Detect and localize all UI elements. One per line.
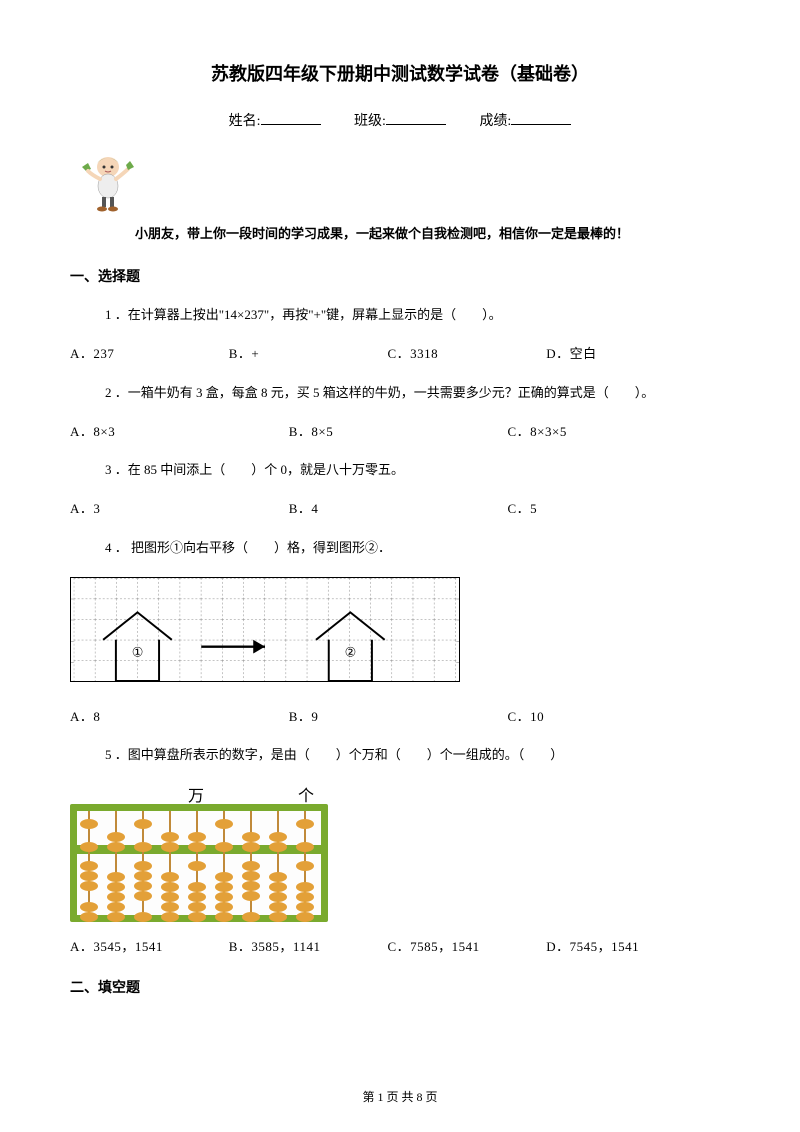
q2-options: A．8×3 B．8×5 C．8×3×5: [70, 422, 730, 443]
q1-opt-c[interactable]: C．3318: [388, 344, 543, 365]
q2-text: 2 ．一箱牛奶有 3 盒，每盒 8 元，买 5 箱这样的牛奶，一共需要多少元？正…: [105, 383, 730, 404]
abacus-rod: [196, 811, 198, 915]
name-label: 姓名:: [229, 114, 261, 129]
abacus-bead: [134, 912, 152, 922]
class-blank[interactable]: [386, 124, 446, 125]
q5-options: A．3545，1541 B．3585，1141 C．7585，1541 D．75…: [70, 937, 730, 958]
q4-options: A．8 B．9 C．10: [70, 707, 730, 728]
q4-opt-c[interactable]: C．10: [508, 707, 723, 728]
q1-options: A．237 B．+ C．3318 D．空白: [70, 344, 730, 365]
q5-opt-c[interactable]: C．7585，1541: [388, 937, 543, 958]
class-label: 班级:: [354, 114, 386, 129]
q4-figure: ① ②: [70, 577, 730, 689]
abacus-rod: [88, 811, 90, 915]
q2-opt-a[interactable]: A．8×3: [70, 422, 285, 443]
abacus-bead: [296, 912, 314, 922]
q3-text: 3 ．在 85 中间添上（ ）个 0，就是八十万零五。: [105, 460, 730, 481]
score-label: 成绩:: [479, 114, 511, 129]
page-title: 苏教版四年级下册期中测试数学试卷（基础卷）: [70, 60, 730, 89]
q2-opt-c[interactable]: C．8×3×5: [508, 422, 723, 443]
q4-opt-b[interactable]: B．9: [289, 707, 504, 728]
abacus-rod: [277, 811, 279, 915]
abacus-rod: [169, 811, 171, 915]
score-blank[interactable]: [511, 124, 571, 125]
q1-opt-a[interactable]: A．237: [70, 344, 225, 365]
grid-svg: ① ②: [70, 577, 460, 682]
abacus-bead: [269, 912, 287, 922]
section-2-heading: 二、填空题: [70, 976, 730, 998]
page-footer: 第 1 页 共 8 页: [0, 1088, 800, 1107]
abacus-bead: [215, 912, 233, 922]
q5-text: 5 ．图中算盘所表示的数字，是由（ ）个万和（ ）个一组成的。（ ）: [105, 745, 730, 766]
abacus-bead: [107, 912, 125, 922]
q1-text: 1 ．在计算器上按出"14×237"，再按"+"键，屏幕上显示的是（ ）。: [105, 305, 730, 326]
q3-opt-a[interactable]: A．3: [70, 499, 285, 520]
q3-opt-c[interactable]: C．5: [508, 499, 723, 520]
q3-opt-b[interactable]: B．4: [289, 499, 504, 520]
house2-label: ②: [345, 645, 356, 659]
q5-opt-d[interactable]: D．7545，1541: [546, 937, 701, 958]
name-blank[interactable]: [261, 124, 321, 125]
abacus-bead: [242, 912, 260, 922]
section-1-heading: 一、选择题: [70, 265, 730, 287]
q5-figure: 万 个: [70, 784, 330, 922]
abacus-rod: [142, 811, 144, 915]
abacus-rod: [250, 811, 252, 915]
q4-text: 4 ． 把图形①向右平移（ ）格，得到图形②．: [105, 538, 730, 559]
q4-opt-a[interactable]: A．8: [70, 707, 285, 728]
abacus-frame: [70, 804, 328, 922]
mascot-icon: [80, 153, 135, 213]
q3-options: A．3 B．4 C．5: [70, 499, 730, 520]
abacus-rod: [115, 811, 117, 915]
abacus-rod: [223, 811, 225, 915]
abacus-bead: [80, 912, 98, 922]
q5-opt-b[interactable]: B．3585，1141: [229, 937, 384, 958]
q1-opt-b[interactable]: B．+: [229, 344, 384, 365]
q2-opt-b[interactable]: B．8×5: [289, 422, 504, 443]
abacus-rod: [304, 811, 306, 915]
abacus-bead: [188, 912, 206, 922]
q5-opt-a[interactable]: A．3545，1541: [70, 937, 225, 958]
abacus-bead: [161, 912, 179, 922]
q1-opt-d[interactable]: D．空白: [546, 344, 701, 365]
house1-label: ①: [132, 645, 143, 659]
student-info-line: 姓名: 班级: 成绩:: [70, 111, 730, 133]
intro-text: 小朋友，带上你一段时间的学习成果，一起来做个自我检测吧，相信你一定是最棒的！: [135, 224, 730, 245]
